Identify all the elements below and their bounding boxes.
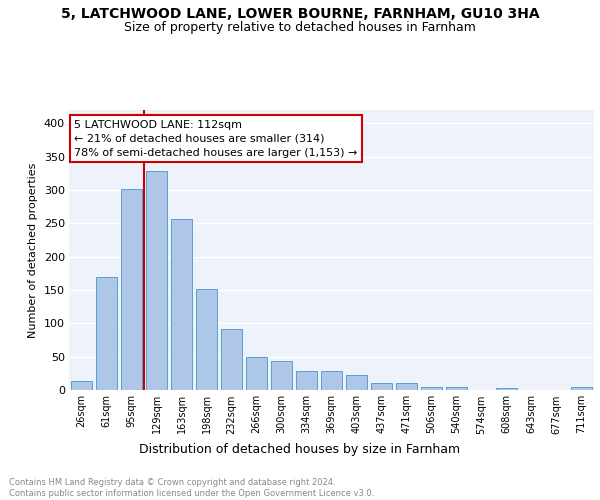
Text: Size of property relative to detached houses in Farnham: Size of property relative to detached ho…: [124, 21, 476, 34]
Bar: [321, 372, 342, 390]
Y-axis label: Number of detached properties: Number of detached properties: [28, 162, 38, 338]
Bar: [96, 276, 117, 390]
Bar: [371, 382, 392, 390]
Bar: [296, 370, 317, 390]
Text: Distribution of detached houses by size in Farnham: Distribution of detached houses by size …: [139, 442, 461, 456]
Bar: [246, 356, 267, 390]
Bar: [221, 330, 242, 390]
Bar: [346, 376, 367, 390]
Bar: [146, 172, 167, 390]
Bar: [446, 386, 467, 390]
Bar: [571, 388, 592, 390]
Bar: [71, 380, 92, 390]
Text: 5, LATCHWOOD LANE, LOWER BOURNE, FARNHAM, GU10 3HA: 5, LATCHWOOD LANE, LOWER BOURNE, FARNHAM…: [61, 8, 539, 22]
Bar: [421, 386, 442, 390]
Text: Contains HM Land Registry data © Crown copyright and database right 2024.
Contai: Contains HM Land Registry data © Crown c…: [9, 478, 374, 498]
Text: 5 LATCHWOOD LANE: 112sqm
← 21% of detached houses are smaller (314)
78% of semi-: 5 LATCHWOOD LANE: 112sqm ← 21% of detach…: [74, 120, 358, 158]
Bar: [121, 188, 142, 390]
Bar: [496, 388, 517, 390]
Bar: [171, 218, 192, 390]
Bar: [196, 288, 217, 390]
Bar: [271, 362, 292, 390]
Bar: [396, 384, 417, 390]
